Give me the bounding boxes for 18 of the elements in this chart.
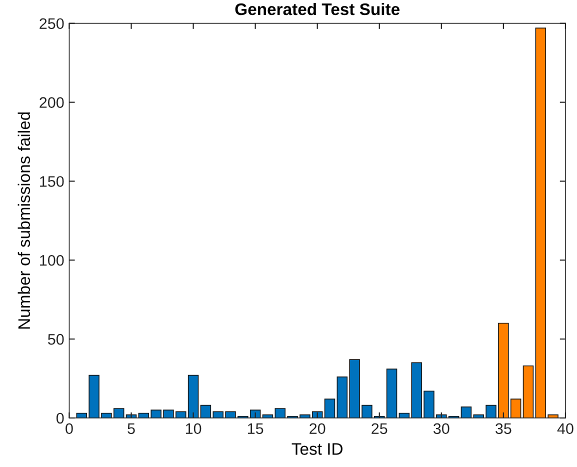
- x-tick-label: 20: [310, 423, 326, 434]
- x-tick-label: 10: [186, 423, 202, 434]
- x-tick-label: 0: [66, 423, 73, 434]
- y-tick-label: 250: [40, 18, 64, 30]
- y-tick-label: 0: [56, 412, 64, 424]
- x-tick-label: 35: [496, 423, 512, 434]
- x-tick-label: 5: [128, 423, 135, 434]
- y-tick-label: 100: [40, 254, 64, 266]
- y-tick-label: 150: [40, 176, 64, 187]
- y-tick-label: 200: [40, 97, 64, 108]
- x-tick-label: 30: [433, 423, 450, 434]
- x-tick-label: 40: [557, 423, 574, 434]
- x-axis-title: Test ID: [292, 443, 342, 455]
- chart-title: Generated Test Suite: [235, 2, 400, 16]
- y-axis-title: Number of submissions failed: [18, 112, 30, 329]
- y-tick-label: 50: [48, 334, 64, 345]
- x-tick-label: 25: [372, 423, 388, 434]
- x-tick-label: 15: [248, 423, 264, 434]
